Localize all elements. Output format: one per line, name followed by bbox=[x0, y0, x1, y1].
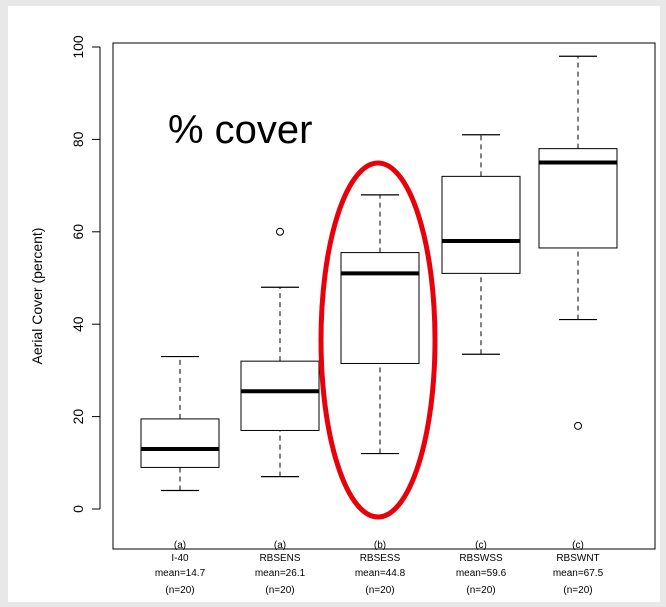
box-group bbox=[340, 194, 420, 455]
y-axis-label: Aerial Cover (percent) bbox=[29, 228, 45, 365]
y-axis: 0 20 40 60 80 100 bbox=[70, 35, 101, 513]
box-group bbox=[441, 134, 521, 355]
plot-area-border bbox=[112, 42, 656, 550]
outlier-point bbox=[574, 421, 582, 430]
highlight-ellipse bbox=[318, 160, 438, 520]
y-tick-label: 20 bbox=[70, 409, 86, 425]
mean-label: mean=14.7 bbox=[155, 568, 206, 579]
iqr-box bbox=[140, 418, 220, 468]
y-tick-label: 0 bbox=[70, 505, 86, 513]
group-letter-label: (a) bbox=[174, 540, 186, 551]
sample-size-label: (n=20) bbox=[265, 585, 294, 596]
category-name-label: I-40 bbox=[171, 553, 189, 564]
plot-panel bbox=[8, 6, 660, 602]
iqr-box bbox=[240, 360, 320, 431]
mean-label: mean=67.5 bbox=[553, 568, 604, 579]
y-tick-label: 60 bbox=[70, 224, 86, 240]
mean-label: mean=59.6 bbox=[456, 568, 507, 579]
iqr-box bbox=[340, 252, 420, 364]
group-letter-label: (c) bbox=[572, 540, 584, 551]
box-group bbox=[240, 227, 320, 478]
sample-size-label: (n=20) bbox=[165, 585, 194, 596]
outlier-point bbox=[276, 227, 284, 236]
iqr-box bbox=[441, 175, 521, 274]
box-group bbox=[140, 355, 220, 492]
sample-size-label: (n=20) bbox=[563, 585, 592, 596]
y-tick-label: 80 bbox=[70, 131, 86, 147]
group-letter-label: (c) bbox=[475, 540, 487, 551]
category-name-label: RBSWNT bbox=[556, 553, 599, 564]
category-labels: (a) I-40 mean=14.7 (n=20) (a) RBSENS mean=26.1… bbox=[155, 540, 604, 596]
category-name-label: RBSESS bbox=[360, 553, 401, 564]
category-name-label: RBSENS bbox=[259, 553, 300, 564]
box-group bbox=[538, 55, 618, 430]
sample-size-label: (n=20) bbox=[365, 585, 394, 596]
y-tick-label: 40 bbox=[70, 316, 86, 332]
group-letter-label: (b) bbox=[374, 540, 386, 551]
y-tick-label: 100 bbox=[70, 35, 86, 59]
iqr-box bbox=[538, 148, 618, 249]
group-letter-label: (a) bbox=[274, 540, 286, 551]
sample-size-label: (n=20) bbox=[466, 585, 495, 596]
mean-label: mean=26.1 bbox=[255, 568, 306, 579]
percent-cover-annotation: % cover bbox=[168, 108, 313, 152]
mean-label: mean=44.8 bbox=[355, 568, 406, 579]
box-groups bbox=[140, 55, 618, 492]
category-name-label: RBSWSS bbox=[459, 553, 503, 564]
